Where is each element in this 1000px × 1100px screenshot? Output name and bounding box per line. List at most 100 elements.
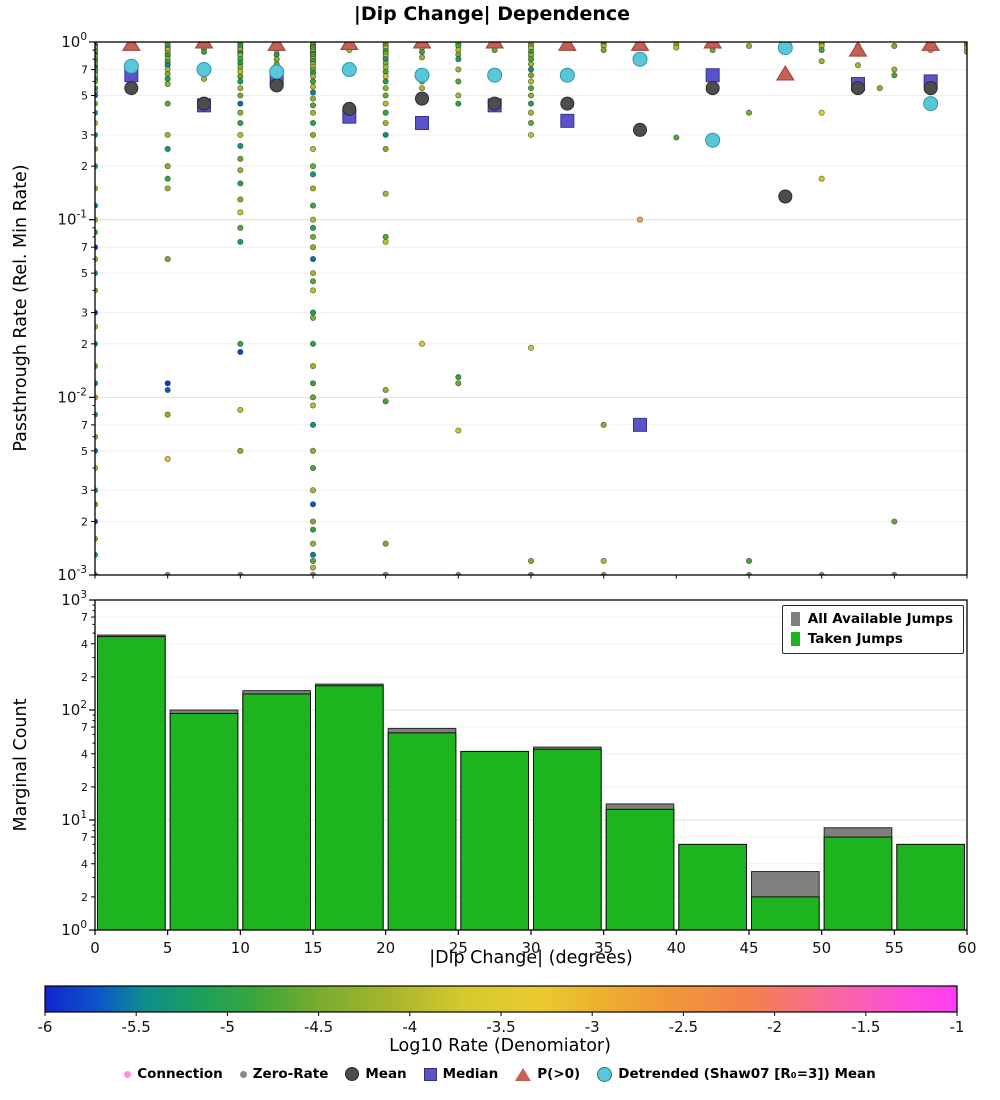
y-minor-tick-label: 7 (81, 241, 88, 254)
scatter-point (600, 557, 607, 564)
mean-marker (705, 81, 720, 96)
scatter-point (527, 109, 535, 116)
y-minor-tick-label: 7 (81, 419, 88, 432)
x-tick-label: 0 (90, 939, 100, 957)
mean-marker (923, 81, 938, 96)
scatter-point (527, 131, 535, 138)
scatter-point (382, 398, 389, 405)
scatter-point (818, 109, 825, 116)
y-tick-label: 10-2 (57, 386, 87, 406)
y-minor-tick-label: 3 (81, 307, 88, 320)
scatter-point (200, 48, 208, 55)
p-gt0-label: P(>0) (537, 1066, 581, 1082)
colorbar-ticks: -6 -5.5 -5 -4.5 -4 -3.5 -3 -2.5 -2 -1.5 -1 (38, 1012, 965, 1036)
scatter-point (854, 62, 862, 69)
scatter-point (673, 134, 680, 141)
scatter-point (164, 131, 171, 138)
detrended-circle-icon (597, 1066, 613, 1082)
scatter-point (309, 83, 317, 90)
scatter-point (309, 131, 317, 138)
scatter-point (309, 340, 317, 347)
bar-taken (242, 693, 311, 931)
y-tick-label: 100 (61, 31, 87, 51)
colorbar-tick-label: -3 (585, 1018, 600, 1036)
p-gt0-marker (630, 41, 650, 51)
scatter-point (382, 131, 389, 138)
scatter-point (309, 224, 317, 231)
x-tick-label: 35 (594, 939, 613, 957)
scatter-point (455, 56, 462, 63)
scatter-point (237, 142, 244, 149)
y-minor-tick-label: 7 (81, 831, 88, 844)
scatter-point (673, 44, 680, 51)
p-gt0-marker (121, 41, 141, 51)
bar-taken (97, 636, 166, 931)
scatter-point (382, 109, 389, 116)
bar-taken (678, 843, 747, 931)
legend-item-median: Median (423, 1066, 498, 1082)
colorbar-tick-label: -1.5 (851, 1018, 880, 1036)
scatter-point (455, 100, 462, 107)
bar-panel-legend: All Available Jumps Taken Jumps (781, 605, 964, 654)
scatter-point (745, 557, 753, 564)
colorbar-tick-label: -3.5 (486, 1018, 515, 1036)
p-gt0-marker (703, 41, 723, 49)
scatter-point (309, 501, 317, 508)
scatter-point (745, 42, 753, 50)
y-tick-label: 101 (61, 809, 87, 829)
scatter-point (164, 163, 171, 170)
scatter-point (237, 100, 244, 107)
colorbar-tick-label: -6 (38, 1018, 53, 1036)
scatter-point (527, 66, 535, 73)
scatter-point (527, 557, 535, 564)
scatter-point (237, 340, 244, 347)
scatter-point (309, 73, 317, 80)
mean-marker (124, 81, 139, 96)
scatter-point (636, 216, 644, 223)
scatter-point (527, 92, 535, 99)
y-minor-tick-label: 5 (81, 445, 88, 458)
connection-dot-icon (124, 1070, 132, 1078)
scatter-point (382, 78, 389, 85)
x-tick-label: 15 (303, 939, 322, 957)
scatter-y-axis: 100 10-1 10-2 10-3 2 3 5 7 2 3 5 7 2 3 5 7 (57, 31, 967, 584)
x-tick-label: 25 (449, 939, 468, 957)
scatter-point (309, 309, 317, 316)
colorbar-tick-label: -4 (402, 1018, 417, 1036)
p-gt0-marker (194, 41, 214, 49)
scatter-point (164, 175, 171, 182)
scatter-point (237, 92, 244, 99)
colorbar-tick-label: -1 (950, 1018, 965, 1036)
scatter-point (237, 85, 244, 92)
mean-label: Mean (365, 1066, 407, 1082)
x-tick-label: 60 (957, 939, 976, 957)
y-minor-tick-label: 2 (81, 338, 88, 351)
bar-taken (169, 712, 239, 931)
colorbar-tick-label: -5.5 (122, 1018, 151, 1036)
detrended-marker (341, 62, 357, 78)
scatter-point (309, 518, 317, 525)
scatter-point (309, 380, 317, 387)
scatter-point (745, 109, 753, 116)
scatter-point (237, 447, 244, 454)
scatter-point (237, 196, 244, 203)
scatter-point (164, 455, 171, 462)
scatter-point (309, 102, 317, 109)
mean-marker (778, 189, 793, 204)
mean-marker (851, 81, 865, 96)
y-minor-tick-label: 2 (81, 160, 88, 173)
scatter-point (309, 145, 317, 153)
detrended-marker (196, 62, 212, 78)
p-gt0-marker (921, 41, 941, 51)
y-minor-tick-label: 3 (81, 484, 88, 497)
scatter-point (309, 216, 317, 223)
legend-item-connection: Connection (124, 1066, 223, 1082)
scatter-point (455, 78, 462, 85)
colorbar-tick-label: -4.5 (304, 1018, 333, 1036)
scatter-point (382, 73, 389, 80)
bars (97, 634, 965, 931)
figure-legend: Connection Zero-Rate Mean Median P(>0) D… (0, 1066, 1000, 1082)
scatter-point (600, 421, 607, 428)
scatter-point (237, 167, 244, 174)
